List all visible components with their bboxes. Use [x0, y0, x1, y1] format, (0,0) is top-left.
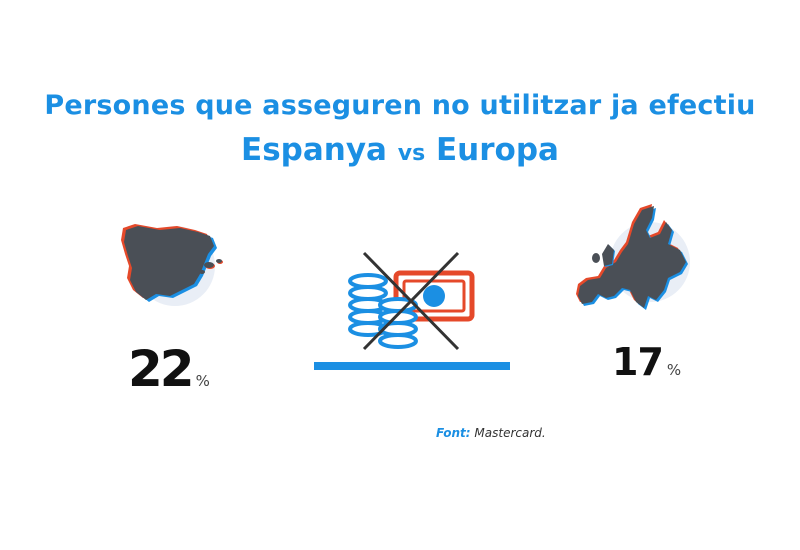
- source-text: Mastercard.: [474, 426, 546, 440]
- stat-europe: 17%: [612, 340, 681, 384]
- subtitle-vs: vs: [397, 141, 426, 166]
- no-cash-icon: [348, 251, 475, 351]
- stat-spain-value: 22: [128, 340, 195, 398]
- stat-spain-unit: %: [195, 372, 210, 390]
- source-label: Font:: [436, 426, 471, 440]
- europe-map-icon: [576, 204, 690, 310]
- subtitle-right: Europa: [436, 132, 559, 168]
- stat-spain: 22%: [128, 340, 210, 398]
- stat-europe-value: 17: [612, 340, 664, 384]
- page-title: Persones que asseguren no utilitzar ja e…: [44, 90, 756, 121]
- spain-map-icon: [121, 224, 223, 306]
- subtitle-left: Espanya: [241, 132, 387, 168]
- divider-bar: [314, 362, 510, 370]
- source-note: Font: Mastercard.: [436, 426, 546, 440]
- page-subtitle: Espanya vs Europa: [0, 132, 800, 168]
- stat-europe-unit: %: [666, 361, 682, 379]
